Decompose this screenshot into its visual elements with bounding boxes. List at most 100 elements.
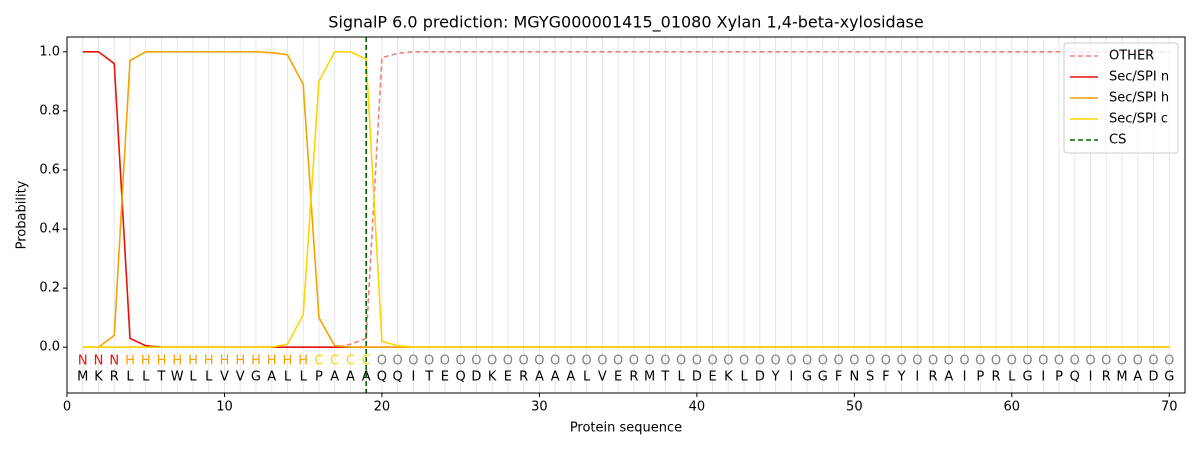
residue-label: L (205, 370, 213, 385)
annotation-label: H (188, 354, 198, 369)
annotation-label: C (330, 354, 339, 369)
residue-label: K (94, 370, 103, 385)
residue-label: A (330, 370, 339, 385)
residue-label: R (929, 370, 938, 385)
annotation-label: O (660, 354, 670, 369)
x-tick-label: 50 (846, 400, 863, 415)
annotation-label: H (172, 354, 182, 369)
annotation-label: O (944, 354, 954, 369)
residue-label: M (1116, 370, 1127, 385)
annotation-label: N (109, 354, 119, 369)
annotation-label: O (550, 354, 560, 369)
annotation-label: O (1085, 354, 1095, 369)
annotation-label: O (1101, 354, 1111, 369)
x-tick-label: 70 (1161, 400, 1178, 415)
residue-label: R (110, 370, 119, 385)
annotation-label: O (456, 354, 466, 369)
annotation-label: O (597, 354, 607, 369)
residue-label: L (142, 370, 150, 385)
residue-label: I (1089, 370, 1093, 385)
annotation-label: H (125, 354, 135, 369)
x-tick-label: 60 (1004, 400, 1021, 415)
y-tick-label: 0.0 (39, 340, 60, 355)
annotation-label: O (755, 354, 765, 369)
residue-label: W (171, 370, 184, 385)
residue-label: D (1148, 370, 1158, 385)
residue-label: G (1022, 370, 1032, 385)
x-tick-label: 10 (216, 400, 233, 415)
residue-label: E (441, 370, 449, 385)
residue-label: A (267, 370, 276, 385)
residue-label: Q (377, 370, 387, 385)
residue-label: K (724, 370, 733, 385)
residue-label: Q (393, 370, 403, 385)
annotation-label: O (408, 354, 418, 369)
annotation-label: O (928, 354, 938, 369)
annotation-label: O (645, 354, 655, 369)
annotation-label: O (881, 354, 891, 369)
residue-label: I (789, 370, 793, 385)
residue-label: V (236, 370, 245, 385)
annotation-label: O (692, 354, 702, 369)
annotation-label: O (1022, 354, 1032, 369)
residue-label: K (488, 370, 497, 385)
legend-label: Sec/SPI c (1109, 112, 1168, 127)
annotation-label: O (534, 354, 544, 369)
y-tick-label: 1.0 (39, 44, 60, 59)
annotation-label: O (991, 354, 1001, 369)
residue-label: P (1055, 370, 1063, 385)
residue-label: F (835, 370, 842, 385)
residue-label: G (818, 370, 828, 385)
x-tick-label: 40 (689, 400, 706, 415)
residue-label: I (915, 370, 919, 385)
annotation-label: O (770, 354, 780, 369)
annotation-label: O (1148, 354, 1158, 369)
residue-label: L (189, 370, 197, 385)
series-line (82, 50, 1170, 349)
annotation-label: O (1164, 354, 1174, 369)
x-axis-label: Protein sequence (570, 421, 682, 436)
residue-label: R (629, 370, 638, 385)
annotation-label: H (141, 354, 151, 369)
annotation-label: O (487, 354, 497, 369)
annotation-label: H (204, 354, 214, 369)
annotation-label: O (802, 354, 812, 369)
annotation-label: O (786, 354, 796, 369)
annotation-label: O (503, 354, 513, 369)
legend-box (1063, 42, 1179, 154)
residue-label: L (126, 370, 134, 385)
x-tick-label: 0 (63, 400, 71, 415)
annotation-label: O (1133, 354, 1143, 369)
residue-label: L (300, 370, 308, 385)
residue-label: P (315, 370, 323, 385)
annotation-label: O (912, 354, 922, 369)
annotation-label: O (849, 354, 859, 369)
residue-label: I (1041, 370, 1045, 385)
residue-label: E (708, 370, 716, 385)
legend-label: CS (1109, 133, 1126, 148)
residue-label: L (1008, 370, 1016, 385)
annotation-label: H (267, 354, 277, 369)
residue-label: D (692, 370, 702, 385)
residue-label: Y (897, 370, 906, 385)
series-line (82, 50, 1170, 349)
residue-label: E (614, 370, 622, 385)
annotation-label: C (346, 354, 355, 369)
y-tick-label: 0.4 (39, 222, 60, 237)
residue-label: D (755, 370, 765, 385)
residue-label: A (551, 370, 560, 385)
annotation-label: O (1117, 354, 1127, 369)
residue-label: I (963, 370, 967, 385)
annotation-label: O (1038, 354, 1048, 369)
annotation-label: H (283, 354, 293, 369)
annotation-label: O (739, 354, 749, 369)
annotation-label: H (220, 354, 230, 369)
residue-label: A (346, 370, 355, 385)
annotation-label: O (566, 354, 576, 369)
residue-label: T (157, 370, 166, 385)
residue-label: I (412, 370, 416, 385)
annotation-label: O (613, 354, 623, 369)
annotation-label: N (94, 354, 104, 369)
residue-label: G (251, 370, 261, 385)
